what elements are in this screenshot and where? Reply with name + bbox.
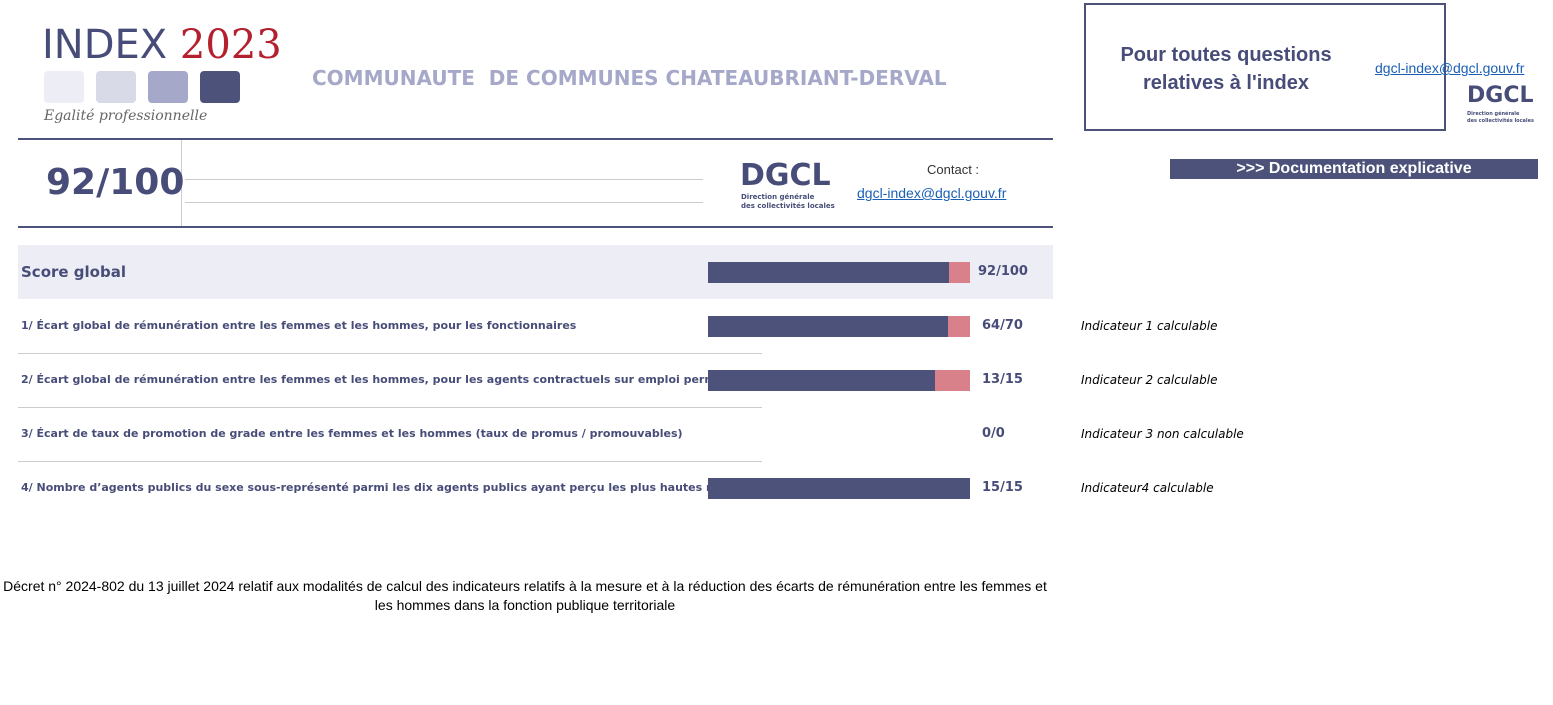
bar-achieved xyxy=(708,315,948,337)
dgcl-subtitle: Direction générale xyxy=(741,193,815,201)
logo-year: 2023 xyxy=(179,22,282,68)
score-label: 64/70 xyxy=(982,318,1023,333)
info-email[interactable]: dgcl-index@dgcl.gouv.fr xyxy=(1375,60,1525,76)
info-box: Pour toutes questions relatives à l'inde… xyxy=(1084,3,1534,131)
logo: INDEX 2023 xyxy=(42,22,282,68)
documentation-button[interactable]: >>> Documentation explicative xyxy=(1170,159,1538,179)
bar-missing xyxy=(935,369,970,391)
bar-missing xyxy=(947,315,970,337)
bar-achieved xyxy=(708,369,936,391)
bar-achieved xyxy=(708,261,950,283)
info-logo-subtitle: Direction générale xyxy=(1467,111,1520,117)
bar-missing xyxy=(949,261,970,283)
indicator-label: 3/ Écart de taux de promotion de grade e… xyxy=(21,427,683,440)
info-logo: DGCL xyxy=(1467,83,1534,108)
dgcl-subtitle: des collectivités locales xyxy=(741,202,835,210)
divider xyxy=(185,179,703,180)
score-label: 0/0 xyxy=(982,426,1005,441)
divider xyxy=(18,138,1053,140)
info-logo-subtitle: des collectivités locales xyxy=(1467,118,1535,124)
indicator-status: Indicateur 3 non calculable xyxy=(1081,427,1244,441)
decree: Décret n° 2024-802 du 13 juillet 2024 re… xyxy=(3,578,1047,613)
indicator-label: 1/ Écart global de rémunération entre le… xyxy=(21,319,577,332)
row-divider xyxy=(18,407,762,408)
organization: COMMUNAUTE DE COMMUNES CHATEAUBRIANT-DER… xyxy=(312,66,947,90)
logo-square xyxy=(200,71,240,103)
indicator-status: Indicateur4 calculable xyxy=(1081,481,1214,495)
logo-title: INDEX xyxy=(42,22,168,68)
contact-label: Contact : xyxy=(927,162,980,177)
indicator-label: 4/ Nombre d’agents publics du sexe sous-… xyxy=(21,481,798,494)
score-label: 13/15 xyxy=(982,372,1023,387)
score-label: 15/15 xyxy=(982,480,1023,495)
logo-square xyxy=(148,71,188,103)
row-divider xyxy=(18,353,762,354)
bar-achieved xyxy=(708,477,970,499)
logo-square xyxy=(96,71,136,103)
divider xyxy=(181,140,182,226)
logo-square xyxy=(44,71,84,103)
logo-subtitle: Egalité professionnelle xyxy=(44,108,208,124)
score-global-label: Score global xyxy=(21,263,126,281)
indicator-status: Indicateur 2 calculable xyxy=(1081,373,1218,387)
indicator-label: 2/ Écart global de rémunération entre le… xyxy=(21,373,752,386)
info-question: Pour toutes questions relatives à l'inde… xyxy=(1120,44,1332,94)
contact-email[interactable]: dgcl-index@dgcl.gouv.fr xyxy=(857,185,1007,201)
score-label: 92/100 xyxy=(978,264,1028,279)
divider xyxy=(18,226,1053,228)
divider xyxy=(185,202,703,203)
indicator-status: Indicateur 1 calculable xyxy=(1081,319,1218,333)
dgcl-logo: DGCL xyxy=(740,158,831,193)
row-divider xyxy=(18,461,762,462)
total-score: 92/100 xyxy=(46,162,185,203)
